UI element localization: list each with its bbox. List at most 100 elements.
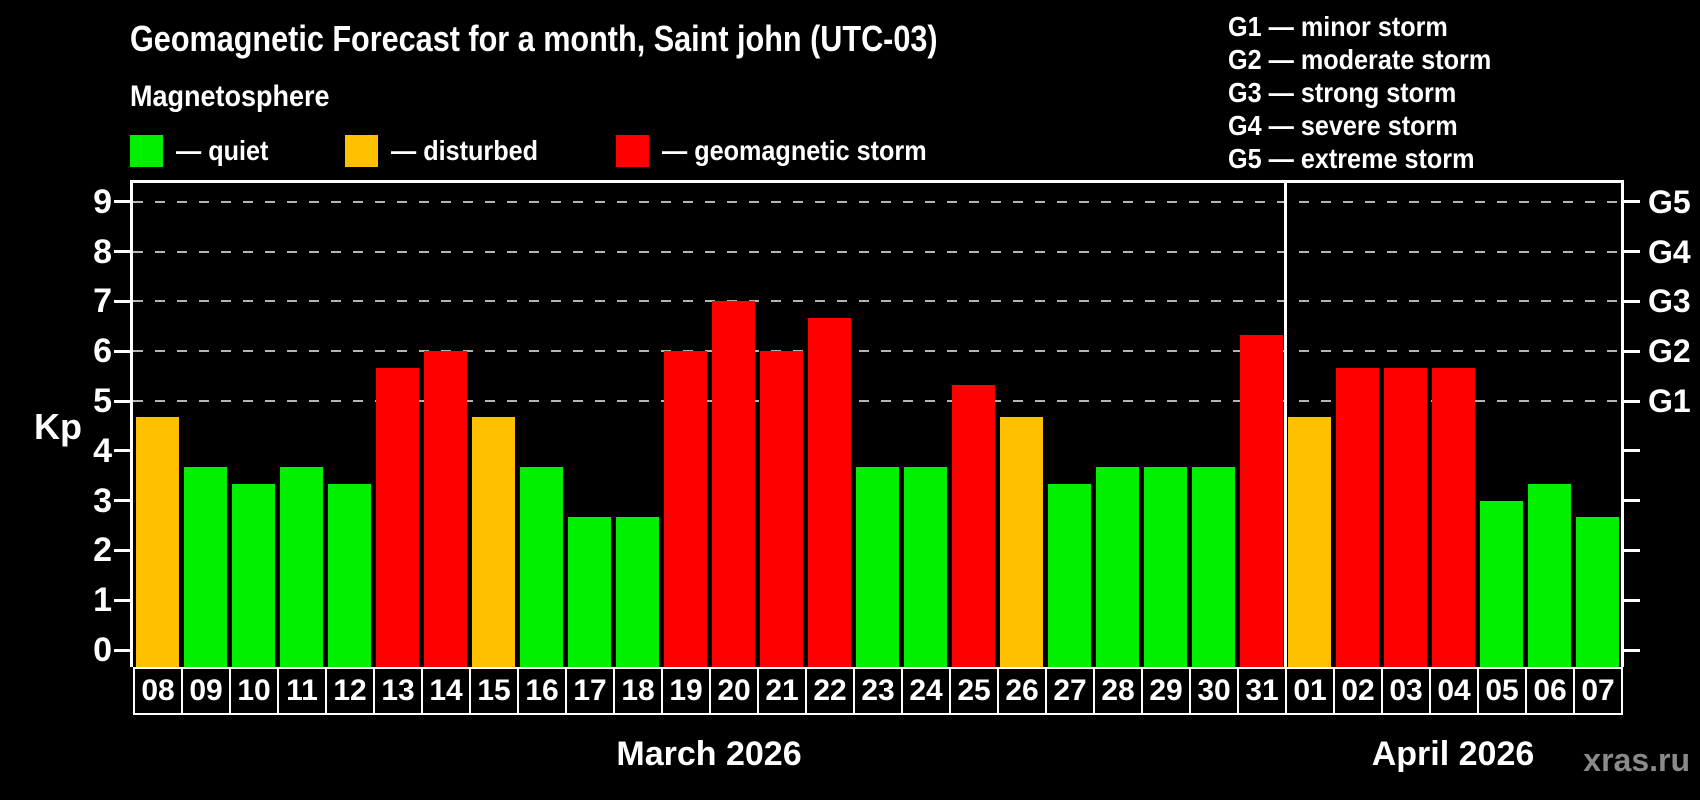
y-tick-left-1 [114,598,130,602]
y-tick-left-4 [114,449,130,453]
day-label-12: 12 [325,667,375,715]
legend-label-quiet: — quiet [176,134,269,166]
y-tick-label-5: 5 [93,382,112,420]
day-label-24: 24 [901,667,951,715]
day-label-13: 13 [373,667,423,715]
y-tick-right-2 [1624,548,1640,552]
bar-day-10 [231,484,275,667]
day-label-21: 21 [757,667,807,715]
bar-day-16 [519,467,563,667]
gridline-kp-6 [133,350,1621,353]
y-tick-right-9 [1624,200,1640,204]
y-tick-right-4 [1624,449,1640,453]
g4-legend-line: G4 — severe storm [1228,110,1458,141]
y-tick-right-8 [1624,250,1640,254]
day-label-08: 08 [133,667,183,715]
y-tick-right-7 [1624,299,1640,303]
chart-subtitle: Magnetosphere [130,80,330,113]
month-label-1: April 2026 [1371,735,1535,773]
y-axis-title: Kp [34,406,82,447]
bar-day-06 [1527,484,1571,667]
day-label-26: 26 [997,667,1047,715]
bar-day-02 [1335,367,1379,667]
legend-label-disturbed: — disturbed [391,134,539,166]
y-tick-right-0 [1624,648,1640,652]
y-tick-right-6 [1624,349,1640,353]
y-tick-left-7 [114,299,130,303]
bar-day-03 [1383,367,1427,667]
y-tick-label-9: 9 [93,182,112,221]
bar-day-26 [999,417,1043,667]
bar-day-21 [759,351,803,667]
g-axis-label-g5: G5 [1648,183,1691,220]
bar-day-17 [567,517,611,667]
disturbed-swatch-icon [345,134,378,167]
bar-day-01 [1287,417,1331,667]
y-tick-label-0: 0 [93,631,112,669]
day-label-01: 01 [1285,667,1335,715]
y-tick-left-0 [114,648,130,652]
day-label-30: 30 [1189,667,1239,715]
day-label-03: 03 [1381,667,1431,715]
day-label-10: 10 [229,667,279,715]
bar-day-24 [903,467,947,667]
bar-day-07 [1575,517,1619,667]
day-label-23: 23 [853,667,903,715]
quiet-swatch-icon [130,134,163,167]
y-tick-left-8 [114,250,130,254]
day-label-20: 20 [709,667,759,715]
g-axis-label-g2: G2 [1648,333,1691,370]
plot-top-border [130,180,1624,183]
bar-day-14 [423,351,467,667]
day-label-04: 04 [1429,667,1479,715]
bar-day-23 [855,467,899,667]
legend-item-disturbed: — disturbed [345,134,554,167]
y-tick-right-1 [1624,598,1640,602]
legend-item-quiet: — quiet [130,134,279,167]
g5-legend-line: G5 — extreme storm [1228,143,1475,174]
g-axis-label-g3: G3 [1648,283,1691,320]
bar-day-18 [615,517,659,667]
y-axis-right [1621,180,1624,667]
bar-day-25 [951,384,995,667]
y-tick-label-3: 3 [93,481,112,520]
watermark: xras.ru [1583,742,1690,778]
bar-day-04 [1431,367,1475,667]
g-axis-label-g4: G4 [1648,233,1691,270]
day-label-19: 19 [661,667,711,715]
day-label-27: 27 [1045,667,1095,715]
y-tick-label-7: 7 [93,282,112,321]
day-label-16: 16 [517,667,567,715]
day-label-07: 07 [1573,667,1623,715]
y-tick-left-6 [114,349,130,353]
y-tick-left-2 [114,548,130,552]
bar-day-22 [807,317,851,667]
y-tick-left-3 [114,499,130,503]
y-axis-left [130,180,133,667]
bar-day-29 [1143,467,1187,667]
g1-legend-line: G1 — minor storm [1228,11,1448,42]
day-label-06: 06 [1525,667,1575,715]
y-tick-right-5 [1624,399,1640,403]
bar-day-12 [327,484,371,667]
g-axis-label-g1: G1 [1648,383,1691,419]
gridline-kp-7 [133,300,1621,303]
bar-day-19 [663,351,707,667]
y-tick-label-2: 2 [93,531,112,570]
bar-day-08 [135,417,179,667]
month-separator-line [1283,180,1287,667]
bar-day-13 [375,367,419,667]
day-label-28: 28 [1093,667,1143,715]
bar-day-28 [1095,467,1139,667]
chart-title: Geomagnetic Forecast for a month, Saint … [130,18,938,59]
y-tick-left-5 [114,399,130,403]
month-label-0: March 2026 [616,735,802,773]
day-label-15: 15 [469,667,519,715]
bar-day-20 [711,301,755,667]
g3-legend-line: G3 — strong storm [1228,77,1457,108]
bar-day-09 [183,467,227,667]
bar-day-30 [1191,467,1235,667]
bar-day-31 [1239,334,1283,667]
day-label-25: 25 [949,667,999,715]
day-label-18: 18 [613,667,663,715]
